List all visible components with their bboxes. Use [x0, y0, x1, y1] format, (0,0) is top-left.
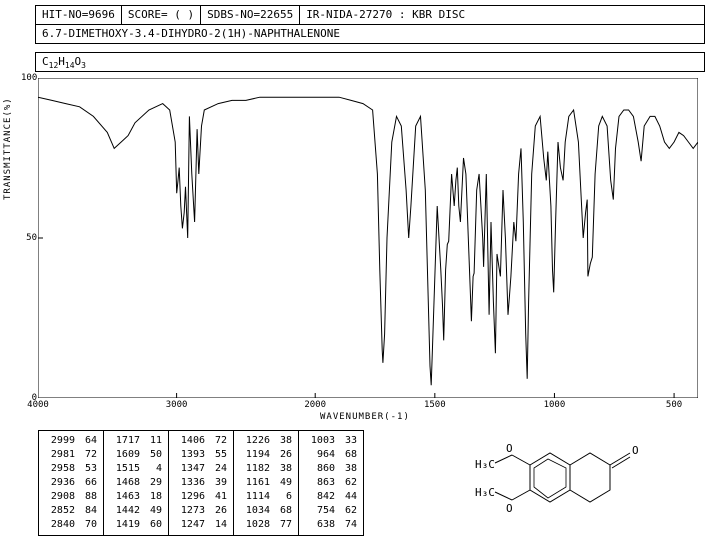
peak-row: 63874: [305, 518, 357, 532]
peak-row: 96468: [305, 448, 357, 462]
peak-row: 118238: [240, 462, 292, 476]
x-axis-label: WAVENUMBER(-1): [320, 412, 410, 422]
header-block: HIT-NO=9696 SCORE= ( ) SDBS-NO=22655 IR-…: [35, 5, 705, 72]
peak-row: 140672: [175, 434, 227, 448]
peak-row: 293666: [45, 476, 97, 490]
spectrum-chart: [38, 78, 698, 398]
peak-row: 15154: [110, 462, 162, 476]
peak-row: 134724: [175, 462, 227, 476]
peak-row: 290888: [45, 490, 97, 504]
peak-row: 284070: [45, 518, 97, 532]
peak-row: 11146: [240, 490, 292, 504]
header-row-1: HIT-NO=9696 SCORE= ( ) SDBS-NO=22655 IR-…: [35, 5, 705, 25]
sdbs-no-cell: SDBS-NO=22655: [201, 6, 300, 24]
x-tick-label: 1500: [420, 400, 450, 410]
peak-row: 86038: [305, 462, 357, 476]
peak-row: 103468: [240, 504, 292, 518]
formula-o-n: 3: [81, 61, 86, 70]
peak-row: 141960: [110, 518, 162, 532]
hit-no-cell: HIT-NO=9696: [36, 6, 122, 24]
formula-h-n: 14: [65, 61, 75, 70]
ch3-label-2: H₃C: [475, 486, 495, 499]
ketone-o-label: O: [632, 444, 639, 457]
peak-row: 129641: [175, 490, 227, 504]
x-tick-label: 4000: [23, 400, 53, 410]
peak-row: 133639: [175, 476, 227, 490]
peak-row: 102877: [240, 518, 292, 532]
peak-row: 124714: [175, 518, 227, 532]
peak-column: 100333964688603886362842447546263874: [299, 431, 363, 535]
compound-name: 6.7-DIMETHOXY-3.4-DIHYDRO-2(1H)-NAPHTHAL…: [35, 25, 705, 44]
score-cell: SCORE= ( ): [122, 6, 201, 24]
peak-row: 171711: [110, 434, 162, 448]
o-label-1: O: [506, 442, 513, 455]
peak-row: 119426: [240, 448, 292, 462]
peak-row: 86362: [305, 476, 357, 490]
ch3-label-1: H₃C: [475, 458, 495, 471]
peak-row: 139355: [175, 448, 227, 462]
formula-c-n: 12: [49, 61, 59, 70]
formula-h: H: [58, 55, 65, 68]
ir-info-cell: IR-NIDA-27270 : KBR DISC: [300, 6, 704, 24]
x-tick-label: 3000: [162, 400, 192, 410]
peak-row: 116149: [240, 476, 292, 490]
y-axis-label: TRANSMITTANCE(%): [3, 97, 13, 200]
structure-svg: O H₃C O H₃C O: [440, 430, 700, 540]
o-label-2: O: [506, 502, 513, 515]
peak-row: 146829: [110, 476, 162, 490]
peak-column: 1717111609501515414682914631814424914196…: [104, 431, 169, 535]
peak-row: 122638: [240, 434, 292, 448]
x-tick-label: 1000: [539, 400, 569, 410]
peak-column: 1226381194261182381161491114610346810287…: [234, 431, 299, 535]
peak-row: 299964: [45, 434, 97, 448]
peak-column: 1406721393551347241336391296411273261247…: [169, 431, 234, 535]
chart-svg: [38, 78, 698, 398]
peak-row: 146318: [110, 490, 162, 504]
peak-row: 84244: [305, 490, 357, 504]
peak-row: 75462: [305, 504, 357, 518]
x-tick-label: 2000: [300, 400, 330, 410]
peak-row: 127326: [175, 504, 227, 518]
peak-row: 298172: [45, 448, 97, 462]
peak-row: 100333: [305, 434, 357, 448]
formula: C12H14O3: [35, 52, 705, 72]
peak-column: 2999642981722958532936662908882852842840…: [39, 431, 104, 535]
peak-row: 295853: [45, 462, 97, 476]
peak-row: 160950: [110, 448, 162, 462]
formula-c: C: [42, 55, 49, 68]
y-tick-label: 50: [21, 233, 37, 243]
peak-table: 2999642981722958532936662908882852842840…: [38, 430, 364, 536]
y-tick-label: 100: [21, 73, 37, 83]
x-tick-label: 500: [659, 400, 689, 410]
peak-row: 285284: [45, 504, 97, 518]
molecular-structure: O H₃C O H₃C O: [440, 430, 700, 540]
peak-row: 144249: [110, 504, 162, 518]
